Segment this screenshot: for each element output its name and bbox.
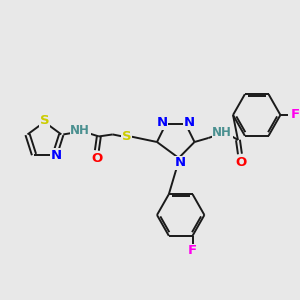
Text: F: F <box>188 244 197 257</box>
Text: N: N <box>175 157 186 169</box>
Text: O: O <box>91 152 103 165</box>
Text: NH: NH <box>212 125 232 139</box>
Text: S: S <box>40 115 49 128</box>
Text: N: N <box>50 149 62 162</box>
Text: O: O <box>235 155 247 169</box>
Text: N: N <box>184 116 195 130</box>
Text: S: S <box>122 130 131 143</box>
Text: F: F <box>291 109 300 122</box>
Text: N: N <box>156 116 167 130</box>
Text: NH: NH <box>70 124 90 137</box>
